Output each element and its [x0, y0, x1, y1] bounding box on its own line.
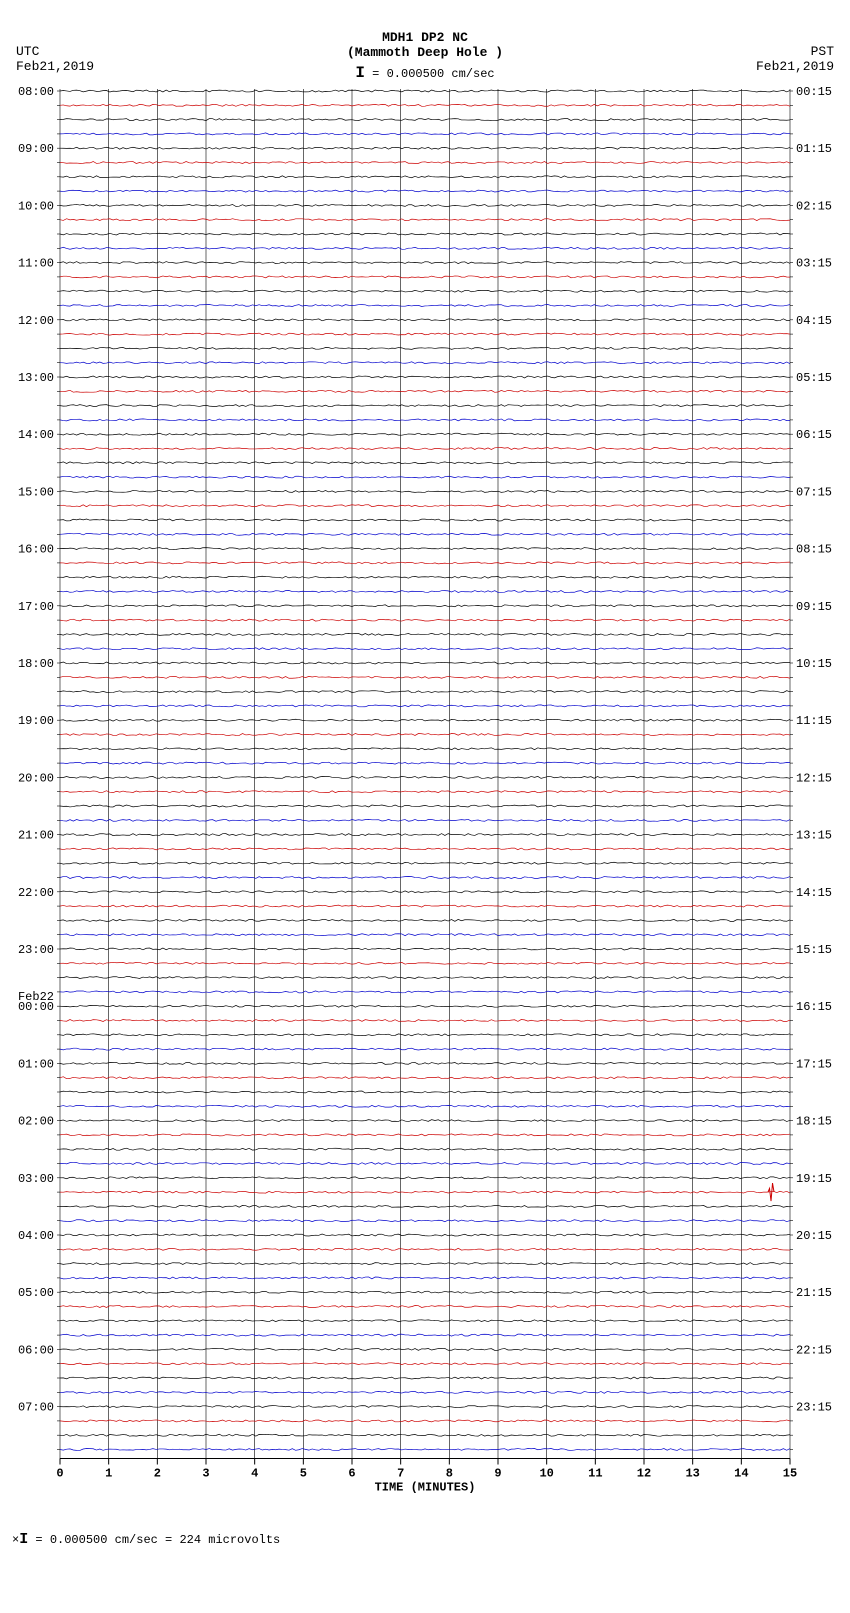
right-date: Feb21,2019 — [756, 59, 834, 74]
scale-indicator: I = 0.000500 cm/sec — [0, 64, 850, 82]
svg-text:21:00: 21:00 — [18, 829, 54, 843]
seismogram-chart: 0123456789101112131415TIME (MINUTES)08:0… — [0, 85, 850, 1525]
svg-text:18:15: 18:15 — [796, 1115, 832, 1129]
svg-text:03:00: 03:00 — [18, 1172, 54, 1186]
svg-text:03:15: 03:15 — [796, 257, 832, 271]
svg-text:2: 2 — [154, 1467, 161, 1481]
svg-text:10: 10 — [539, 1467, 553, 1481]
svg-text:00:00: 00:00 — [18, 1000, 54, 1014]
svg-text:02:15: 02:15 — [796, 199, 832, 213]
svg-text:10:00: 10:00 — [18, 199, 54, 213]
svg-text:15: 15 — [783, 1467, 797, 1481]
svg-text:6: 6 — [348, 1467, 355, 1481]
svg-text:10:15: 10:15 — [796, 657, 832, 671]
svg-text:09:15: 09:15 — [796, 600, 832, 614]
svg-text:13:00: 13:00 — [18, 371, 54, 385]
svg-text:11:15: 11:15 — [796, 714, 832, 728]
svg-text:00:15: 00:15 — [796, 85, 832, 99]
svg-text:07:15: 07:15 — [796, 485, 832, 499]
left-tz: UTC — [16, 44, 94, 59]
svg-text:15:15: 15:15 — [796, 943, 832, 957]
svg-text:23:15: 23:15 — [796, 1401, 832, 1415]
svg-text:06:15: 06:15 — [796, 428, 832, 442]
svg-text:23:00: 23:00 — [18, 943, 54, 957]
right-timezone-block: PST Feb21,2019 — [756, 44, 834, 74]
svg-text:13: 13 — [685, 1467, 699, 1481]
svg-text:04:00: 04:00 — [18, 1229, 54, 1243]
svg-text:05:00: 05:00 — [18, 1286, 54, 1300]
left-timezone-block: UTC Feb21,2019 — [16, 44, 94, 74]
svg-text:16:15: 16:15 — [796, 1000, 832, 1014]
left-date: Feb21,2019 — [16, 59, 94, 74]
svg-text:14:15: 14:15 — [796, 886, 832, 900]
svg-text:15:00: 15:00 — [18, 485, 54, 499]
svg-text:8: 8 — [446, 1467, 453, 1481]
svg-text:7: 7 — [397, 1467, 404, 1481]
svg-text:22:00: 22:00 — [18, 886, 54, 900]
svg-text:02:00: 02:00 — [18, 1115, 54, 1129]
svg-text:5: 5 — [300, 1467, 307, 1481]
svg-text:04:15: 04:15 — [796, 314, 832, 328]
svg-text:21:15: 21:15 — [796, 1286, 832, 1300]
svg-text:13:15: 13:15 — [796, 829, 832, 843]
svg-text:12: 12 — [637, 1467, 651, 1481]
svg-text:20:00: 20:00 — [18, 771, 54, 785]
svg-text:14:00: 14:00 — [18, 428, 54, 442]
svg-text:Feb22: Feb22 — [18, 85, 54, 88]
svg-text:22:15: 22:15 — [796, 1343, 832, 1357]
svg-text:08:15: 08:15 — [796, 543, 832, 557]
svg-text:9: 9 — [494, 1467, 501, 1481]
svg-text:0: 0 — [56, 1467, 63, 1481]
seismogram-svg: 0123456789101112131415TIME (MINUTES)08:0… — [0, 85, 850, 1525]
svg-text:11: 11 — [588, 1467, 602, 1481]
svg-text:19:15: 19:15 — [796, 1172, 832, 1186]
svg-text:05:15: 05:15 — [796, 371, 832, 385]
svg-text:17:15: 17:15 — [796, 1057, 832, 1071]
svg-text:17:00: 17:00 — [18, 600, 54, 614]
footer-scale: ×I = 0.000500 cm/sec = 224 microvolts — [0, 1525, 850, 1554]
svg-text:18:00: 18:00 — [18, 657, 54, 671]
station-name: (Mammoth Deep Hole ) — [0, 45, 850, 60]
right-tz: PST — [756, 44, 834, 59]
svg-text:1: 1 — [105, 1467, 112, 1481]
svg-text:09:00: 09:00 — [18, 142, 54, 156]
svg-text:4: 4 — [251, 1467, 258, 1481]
chart-header: UTC Feb21,2019 PST Feb21,2019 MDH1 DP2 N… — [0, 0, 850, 85]
svg-text:01:15: 01:15 — [796, 142, 832, 156]
svg-text:12:00: 12:00 — [18, 314, 54, 328]
svg-text:19:00: 19:00 — [18, 714, 54, 728]
svg-text:20:15: 20:15 — [796, 1229, 832, 1243]
svg-text:14: 14 — [734, 1467, 748, 1481]
station-code: MDH1 DP2 NC — [0, 30, 850, 45]
svg-text:12:15: 12:15 — [796, 771, 832, 785]
svg-text:06:00: 06:00 — [18, 1343, 54, 1357]
svg-text:3: 3 — [202, 1467, 209, 1481]
svg-text:11:00: 11:00 — [18, 257, 54, 271]
svg-text:16:00: 16:00 — [18, 543, 54, 557]
svg-text:07:00: 07:00 — [18, 1401, 54, 1415]
svg-text:01:00: 01:00 — [18, 1057, 54, 1071]
svg-text:TIME (MINUTES): TIME (MINUTES) — [375, 1481, 476, 1495]
